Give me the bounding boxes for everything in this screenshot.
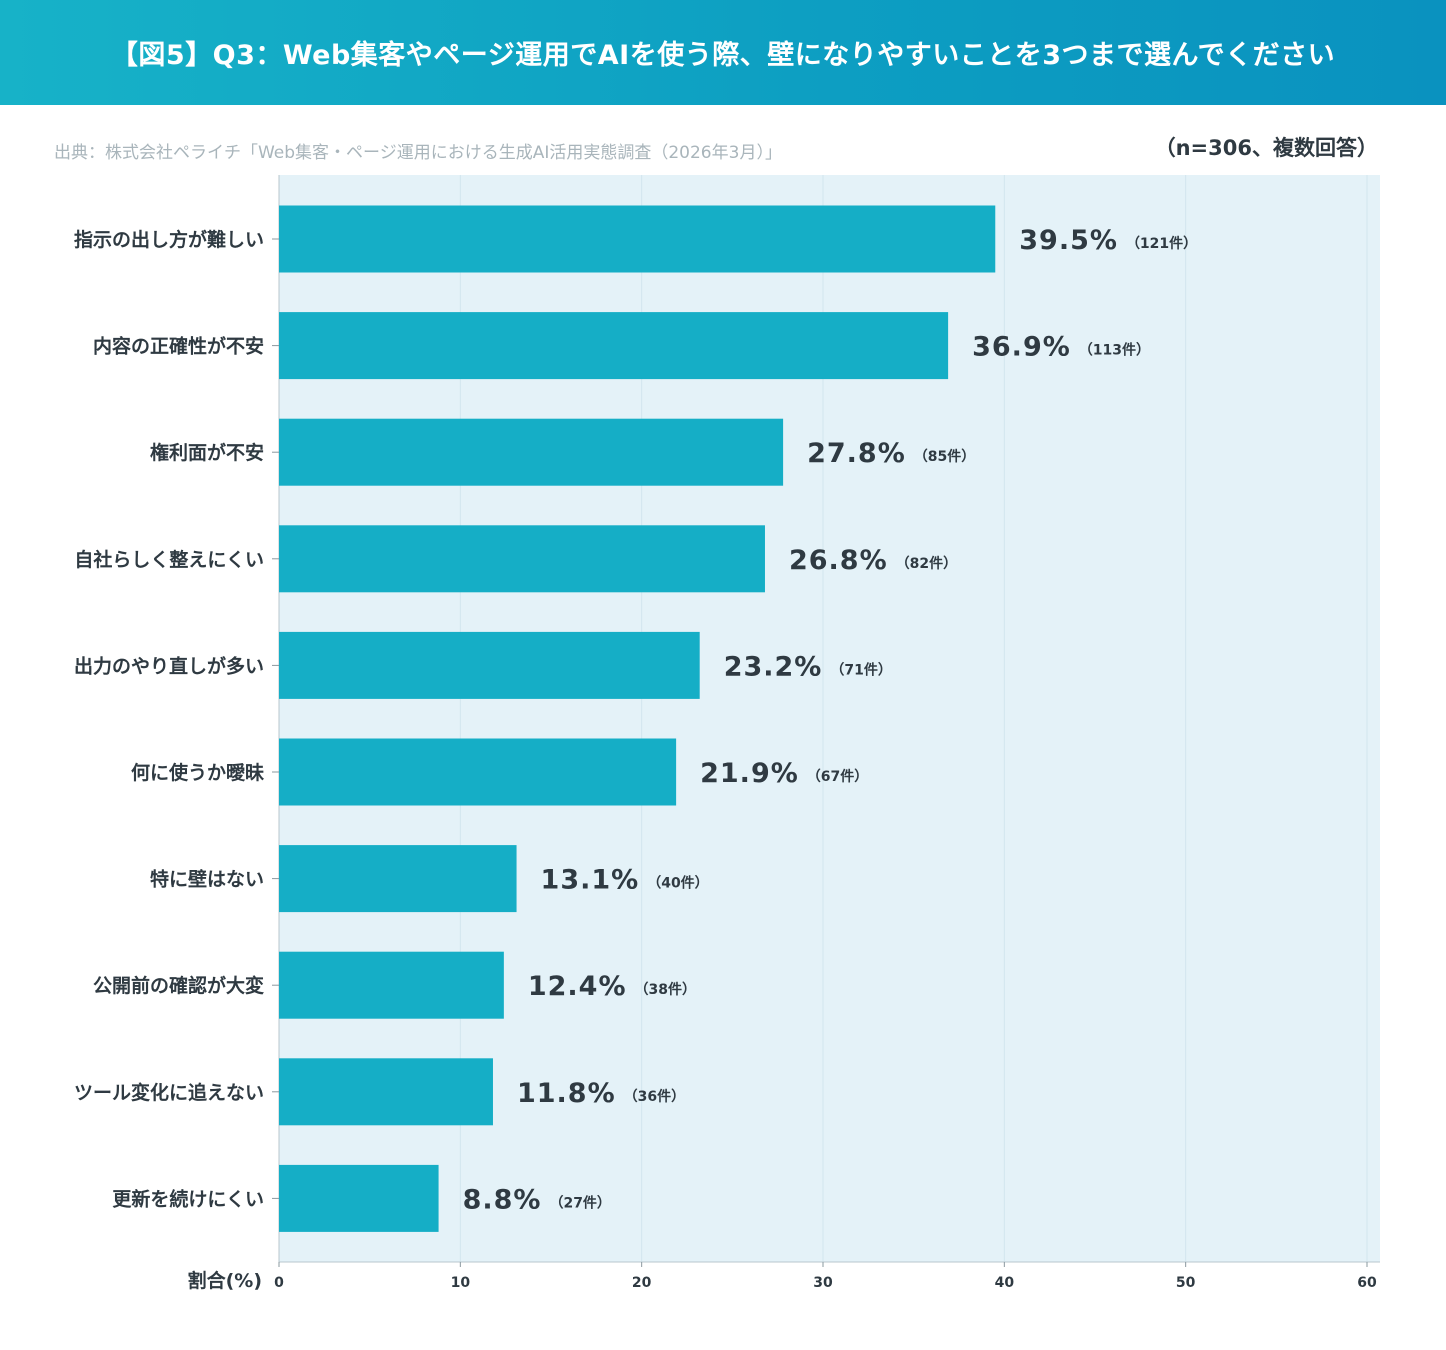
bar	[279, 845, 517, 913]
value-label: 11.8%	[517, 1078, 616, 1109]
bar	[279, 951, 504, 1019]
count-label: （85件）	[914, 448, 975, 465]
count-label: （82件）	[896, 555, 957, 572]
value-label: 23.2%	[724, 651, 823, 682]
bar	[279, 1058, 493, 1126]
bar	[279, 418, 784, 486]
x-tick-label: 50	[1176, 1275, 1196, 1291]
count-label: （67件）	[807, 768, 868, 785]
x-tick-label: 20	[632, 1275, 652, 1291]
value-label: 8.8%	[463, 1184, 542, 1215]
x-tick-label: 60	[1357, 1275, 1377, 1291]
chart-title: 【図5】Q3：Web集客やページ運用でAIを使う際、壁になりやすいことを3つまで…	[110, 40, 1336, 71]
count-label: （38件）	[635, 981, 696, 998]
count-label: （121件）	[1126, 235, 1197, 252]
x-tick-label: 30	[813, 1275, 833, 1291]
category-label: 権利面が不安	[150, 441, 264, 464]
bar	[279, 738, 677, 806]
count-label: （27件）	[549, 1194, 610, 1211]
bar	[279, 631, 700, 699]
category-label: 内容の正確性が不安	[93, 335, 264, 358]
count-label: （113件）	[1079, 342, 1150, 359]
value-label: 27.8%	[807, 438, 906, 469]
category-label: 自社らしく整えにくい	[74, 548, 264, 571]
x-tick-label: 10	[451, 1275, 471, 1291]
value-label: 12.4%	[528, 971, 627, 1002]
category-label: 更新を続けにくい	[112, 1187, 264, 1210]
category-label: ツール変化に追えない	[74, 1081, 264, 1104]
value-label: 13.1%	[541, 865, 640, 896]
value-label: 21.9%	[700, 758, 799, 789]
value-label: 39.5%	[1019, 225, 1118, 256]
category-label: 特に壁はない	[150, 868, 264, 891]
value-label: 26.8%	[789, 545, 888, 576]
sample-size-note: （n=306、複数回答）	[1154, 136, 1378, 160]
bar	[279, 312, 949, 380]
bar	[279, 205, 996, 273]
count-label: （36件）	[624, 1088, 685, 1105]
category-label: 出力のやり直しが多い	[74, 654, 264, 677]
count-label: （71件）	[830, 661, 891, 678]
source-note: 出典：株式会社ペライチ「Web集客・ページ運用における生成AI活用実態調査（20…	[54, 143, 782, 163]
bar	[279, 525, 765, 593]
category-label: 指示の出し方が難しい	[74, 228, 264, 251]
count-label: （40件）	[647, 875, 708, 892]
category-label: 何に使うか曖昧	[131, 761, 265, 784]
x-tick-label: 40	[995, 1275, 1015, 1291]
bar	[279, 1164, 439, 1232]
category-label: 公開前の確認が大変	[93, 974, 264, 997]
value-label: 36.9%	[972, 332, 1071, 363]
x-tick-label: 0	[274, 1275, 284, 1291]
x-axis-title: 割合(%)	[188, 1269, 262, 1292]
chart-header: 【図5】Q3：Web集客やページ運用でAIを使う際、壁になりやすいことを3つまで…	[0, 0, 1446, 105]
